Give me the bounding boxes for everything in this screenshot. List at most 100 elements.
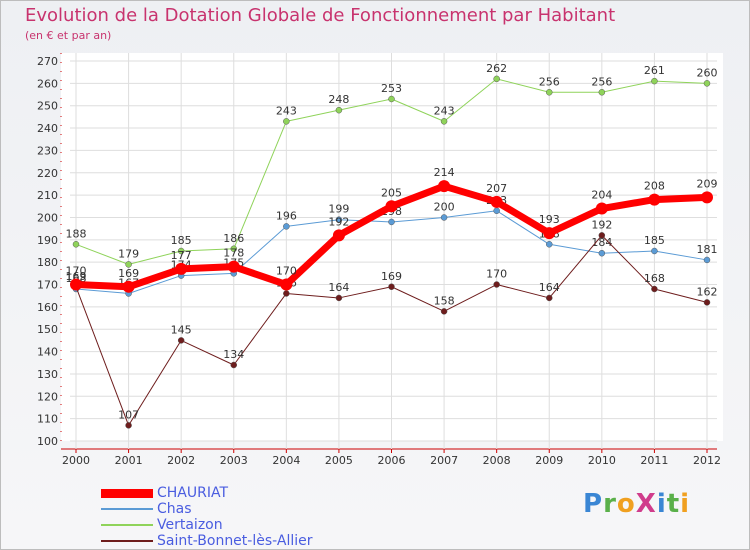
data-point-vertaizon [230,245,237,253]
x-tick-label: 2001 [115,454,143,467]
data-label-chauriat: 178 [223,247,244,260]
logo-letter: o [616,489,636,519]
data-point-chauriat [280,278,293,291]
y-tick-label: 110 [37,413,58,426]
data-label-saint-bonnet-l-s-allier: 192 [591,218,612,231]
y-tick-label: 160 [37,301,58,314]
data-point-saint-bonnet-l-s-allier [703,299,711,306]
legend-label: CHAURIAT [157,485,229,501]
y-tick-label: 170 [37,279,58,292]
data-point-vertaizon [651,77,658,85]
x-tick-label: 2004 [272,454,300,467]
data-point-saint-bonnet-l-s-allier [335,294,343,302]
data-label-vertaizon: 253 [381,82,402,95]
data-label-vertaizon: 179 [118,247,139,260]
x-tick-label: 2007 [430,454,458,467]
data-label-saint-bonnet-l-s-allier: 162 [697,285,718,298]
y-tick-label: 240 [37,122,58,135]
logo-letter: i [656,489,667,519]
data-point-chauriat [648,193,661,206]
data-point-vertaizon [177,247,185,255]
data-point-chas [335,216,343,223]
y-tick-label: 120 [37,390,58,403]
chart-legend: CHAURIAT Chas Vertaizon Saint-Bonnet-lès-Al… [101,485,341,549]
data-point-vertaizon [598,89,606,96]
data-label-chauriat: 192 [328,215,349,228]
data-label-vertaizon: 185 [171,234,192,247]
data-label-vertaizon: 188 [66,227,87,240]
data-label-saint-bonnet-l-s-allier: 164 [328,281,349,294]
data-point-saint-bonnet-l-s-allier [651,285,658,293]
data-point-saint-bonnet-l-s-allier [125,422,132,429]
x-tick-label: 2003 [220,454,248,467]
data-label-saint-bonnet-l-s-allier: 169 [66,270,87,283]
legend-swatch [101,540,153,542]
legend-item-chauriat: CHAURIAT [101,485,341,501]
y-tick-label: 260 [37,77,58,90]
y-tick-label: 210 [37,189,58,202]
logo-letter: X [635,489,657,519]
data-point-chas [651,247,658,255]
y-tick-label: 220 [37,167,58,180]
chart-title: Evolution de la Dotation Globale de Fonc… [25,5,616,26]
logo-letter: r [603,489,617,519]
data-label-saint-bonnet-l-s-allier: 134 [223,348,244,361]
data-point-vertaizon [493,75,500,83]
data-label-chas: 185 [644,234,665,247]
data-point-chauriat [490,195,503,208]
y-tick-label: 140 [37,346,58,359]
data-label-chauriat: 208 [644,180,665,193]
data-label-chauriat: 209 [697,177,718,190]
data-label-saint-bonnet-l-s-allier: 170 [486,268,507,281]
data-label-chas: 181 [697,243,718,256]
logo-letter: i [680,489,691,519]
y-tick-label: 100 [37,435,58,448]
data-point-saint-bonnet-l-s-allier [598,232,606,239]
data-point-vertaizon [546,89,553,96]
proxiti-logo: ProXiti [583,489,690,519]
data-point-saint-bonnet-l-s-allier [493,281,500,288]
data-point-chauriat [122,280,135,293]
data-point-saint-bonnet-l-s-allier [546,294,553,302]
x-tick-label: 2012 [693,454,721,467]
data-label-vertaizon: 262 [486,62,507,75]
data-point-chas [440,214,448,221]
x-tick-label: 2006 [378,454,406,467]
legend-label: Chas [157,501,192,517]
data-point-vertaizon [125,261,132,268]
data-label-saint-bonnet-l-s-allier: 107 [118,408,139,421]
legend-label: Saint-Bonnet-lès-Allier [157,533,313,549]
data-label-vertaizon: 260 [697,66,718,79]
data-label-chauriat: 205 [381,186,402,199]
legend-item-vertaizon: Vertaizon [101,517,341,533]
data-point-chauriat [70,278,82,291]
data-point-vertaizon [283,118,290,125]
data-point-vertaizon [388,95,395,103]
x-tick-label: 2009 [535,454,563,467]
x-tick-label: 2002 [167,454,195,467]
y-tick-label: 270 [37,55,58,68]
data-point-chas [703,256,711,264]
data-point-saint-bonnet-l-s-allier [177,337,185,344]
x-tick-label: 2010 [588,454,616,467]
legend-swatch [101,524,153,526]
data-label-vertaizon: 261 [644,64,665,77]
data-point-chauriat [701,191,713,204]
data-label-vertaizon: 243 [434,104,455,117]
legend-item-saint-bonnet-l-s-allier: Saint-Bonnet-lès-Allier [101,533,341,549]
data-label-chauriat: 170 [276,265,297,278]
data-point-chauriat [385,200,398,213]
data-label-chauriat: 170 [66,265,87,278]
x-tick-label: 2000 [62,454,90,467]
x-tick-label: 2008 [483,454,511,467]
data-label-chauriat: 169 [118,267,139,280]
y-tick-label: 150 [37,323,58,336]
data-point-vertaizon [703,80,711,87]
data-label-chauriat: 177 [171,249,192,262]
y-tick-label: 190 [37,234,58,247]
data-point-chauriat [543,227,556,240]
data-point-vertaizon [440,118,448,125]
data-label-vertaizon: 256 [539,75,560,88]
